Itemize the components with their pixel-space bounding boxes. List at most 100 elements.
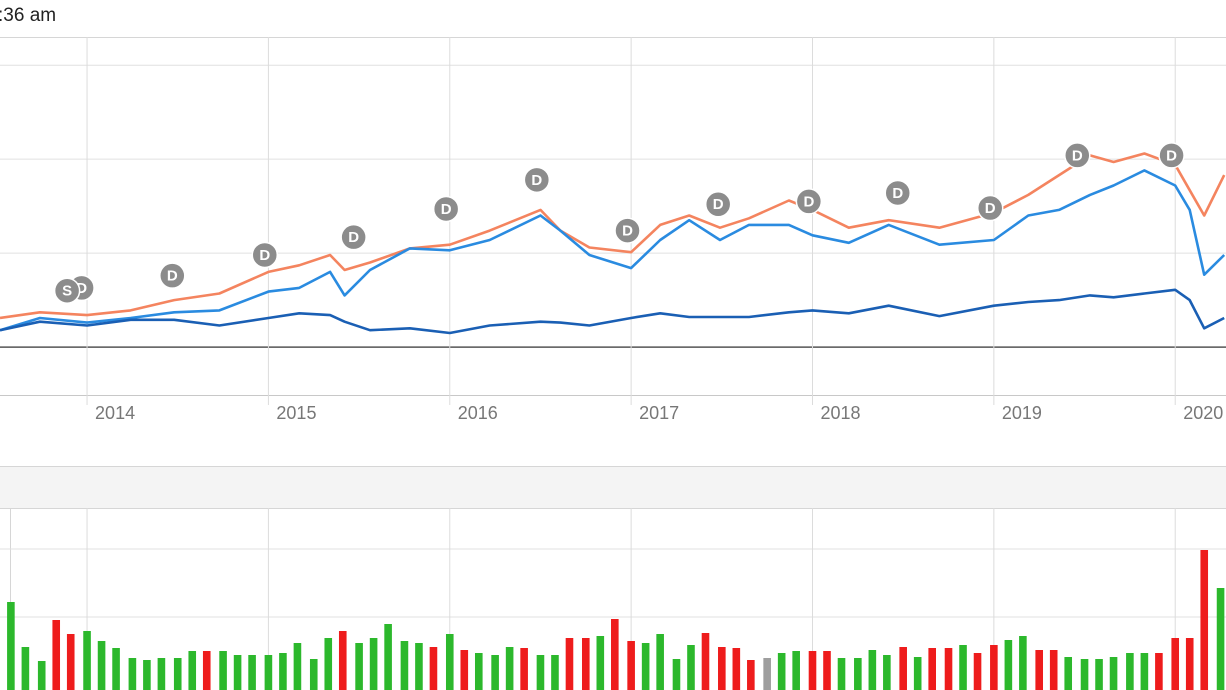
volume-bar [1049,650,1058,690]
event-marker: D [159,262,186,289]
event-dot [1158,142,1185,169]
volume-bar [701,633,710,690]
volume-bar [808,651,817,690]
event-marker: D [795,188,823,215]
volume-bar [1080,659,1089,690]
event-label: D [622,223,633,240]
volume-bar [1064,657,1073,690]
event-marker: D [1158,142,1185,169]
volume-bar [944,648,953,690]
event-dot [614,217,641,244]
volume-bar [777,653,786,690]
event-label: D [531,172,542,189]
volume-bar [66,634,75,690]
volume-bar [883,655,891,690]
price-line [0,169,1226,332]
volume-bar [474,653,483,690]
volume-bar [37,661,46,690]
volume-bar [672,659,681,690]
volume-bar [928,648,936,690]
volume-bar [1155,653,1163,690]
event-marker: D [976,194,1004,222]
event-marker: S [53,277,81,304]
event-dot [523,166,551,194]
event-label: D [1072,147,1083,164]
volume-bar [293,643,302,690]
volume-bar [128,658,137,690]
volume-bar [445,634,454,690]
volume-bar [913,657,922,690]
volume-bar [219,651,227,690]
event-marker: D [1064,142,1091,169]
volume-bar [611,619,619,690]
event-dot [795,188,823,215]
event-marker: D [340,223,367,251]
event-label: D [892,185,903,202]
volume-bar [1216,588,1225,690]
volume-bar [415,643,423,690]
price-line [0,288,1225,335]
event-dot [704,191,732,218]
volume-bar [264,655,273,690]
volume-bar [973,653,982,690]
volume-bar [627,641,635,690]
volume-bar [202,651,211,690]
x-tick-label: 2020 [1183,403,1223,423]
volume-bar [899,647,907,690]
volume-bar [551,655,559,690]
event-dot [1064,142,1091,169]
volume-bar [248,655,256,690]
event-label: D [167,268,178,285]
event-marker: D [523,166,551,194]
volume-bar [173,658,182,690]
timestamp: :36 am [0,5,56,26]
volume-bar [1095,659,1103,690]
event-marker: D [614,217,641,244]
x-tick-label: 2016 [458,403,498,423]
volume-bar [718,647,726,690]
volume-bar [1109,657,1118,690]
event-label: D [441,201,452,218]
volume-bar [21,647,30,690]
volume-bar [460,650,469,690]
x-tick-label: 2019 [1002,403,1042,423]
volume-bar [1035,650,1043,690]
volume-bar [581,638,590,690]
volume-bar [763,658,771,690]
volume-bar [429,647,438,690]
volume-bar [990,645,998,690]
volume-bar [854,658,862,690]
volume-bar [1004,640,1013,690]
volume-bar [687,645,695,690]
event-label: D [76,280,87,297]
volume-bar [837,658,846,690]
volume-bar [505,647,514,690]
volume-bar [792,651,800,690]
volume-bar [641,643,650,690]
event-dot [432,195,460,223]
volume-bar [1126,653,1134,690]
event-marker: D [704,191,732,218]
volume-bar [596,636,605,690]
event-dot [884,179,911,207]
event-marker: D [251,241,279,269]
x-tick-label: 2017 [639,403,679,423]
volume-bar [868,650,877,690]
volume-bar [52,620,61,690]
volume-bar [83,631,91,690]
volume-bar [400,641,409,690]
volume-bar [1019,636,1027,690]
event-label: D [985,200,996,217]
volume-bar [656,634,664,690]
volume-bar [279,653,287,690]
x-tick-label: 2018 [820,403,860,423]
volume-bar [188,651,197,690]
event-label: D [348,229,359,246]
volume-bar [384,624,392,690]
volume-bar [823,651,831,690]
event-marker: D [884,179,911,207]
x-tick-label: 2014 [95,403,135,423]
volume-bar [1171,638,1180,690]
